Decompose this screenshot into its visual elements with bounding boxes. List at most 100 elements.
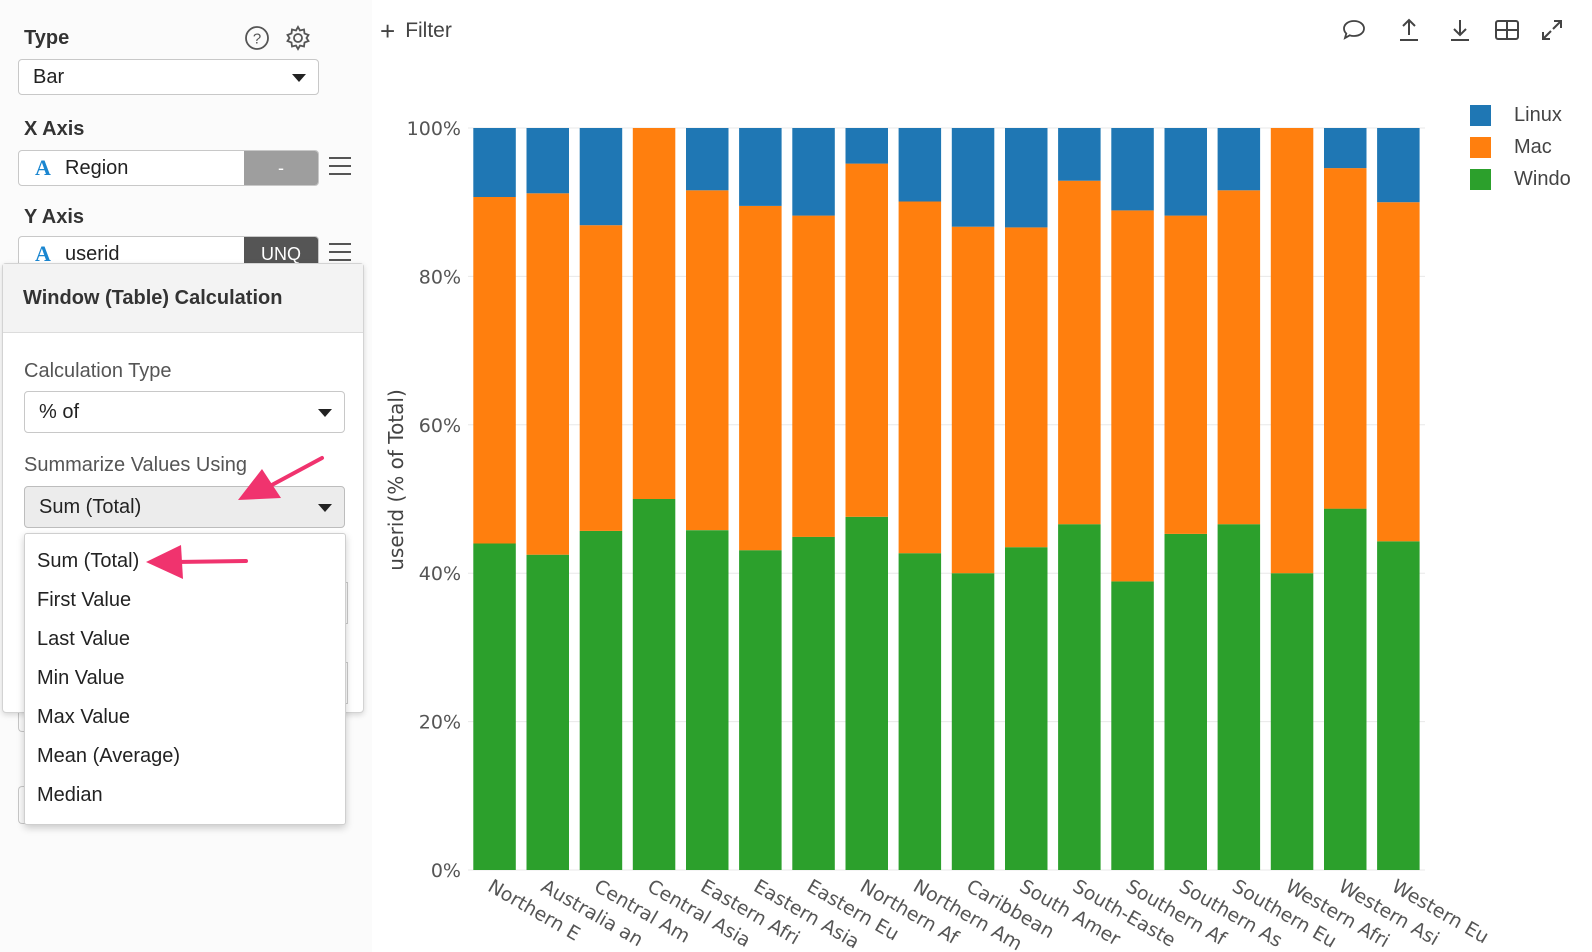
string-type-icon: A bbox=[35, 155, 51, 180]
filter-button[interactable]: + Filter bbox=[380, 18, 452, 44]
legend-swatch bbox=[1470, 169, 1491, 190]
chart-type-select[interactable]: Bar bbox=[18, 59, 319, 95]
bar-segment-windo[interactable] bbox=[632, 499, 676, 870]
annotation-arrow bbox=[146, 545, 248, 579]
legend-swatch bbox=[1470, 105, 1491, 126]
calculation-type-select[interactable]: % of bbox=[24, 391, 345, 433]
bar-segment-mac[interactable] bbox=[473, 197, 516, 544]
option-min-value[interactable]: Min Value bbox=[37, 667, 125, 689]
y-tick-label: 20% bbox=[419, 712, 461, 734]
string-type-icon: A bbox=[35, 241, 51, 266]
bar-segment-mac[interactable] bbox=[951, 226, 995, 574]
bar-segment-windo[interactable] bbox=[845, 516, 889, 870]
legend-item-windows[interactable]: Windo bbox=[1470, 168, 1571, 191]
bar-segment-linux[interactable] bbox=[579, 128, 623, 226]
help-icon[interactable]: ? bbox=[244, 25, 270, 51]
bar-segment-mac[interactable] bbox=[1005, 227, 1048, 548]
legend-item-linux[interactable]: Linux bbox=[1470, 104, 1562, 127]
bar-segment-mac[interactable] bbox=[686, 190, 729, 531]
bar-segment-mac[interactable] bbox=[1377, 202, 1420, 542]
expand-icon[interactable] bbox=[1538, 16, 1566, 44]
option-mean-average[interactable]: Mean (Average) bbox=[37, 745, 181, 767]
bar-segment-windo[interactable] bbox=[739, 550, 782, 870]
summarize-options-list: Sum (Total) First Value Last Value Min V… bbox=[24, 533, 346, 825]
bar-segment-mac[interactable] bbox=[1164, 215, 1208, 534]
bar-segment-linux[interactable] bbox=[1217, 128, 1261, 191]
bar-segment-mac[interactable] bbox=[792, 215, 835, 537]
option-max-value[interactable]: Max Value bbox=[37, 706, 131, 728]
bar-segment-windo[interactable] bbox=[1270, 573, 1314, 870]
legend-label: Mac bbox=[1514, 136, 1552, 158]
bar-segment-windo[interactable] bbox=[579, 530, 623, 870]
bar-segment-linux[interactable] bbox=[1377, 128, 1420, 203]
y-axis-title: userid (% of Total) bbox=[384, 389, 408, 571]
x-axis-aggregation-button[interactable]: - bbox=[244, 151, 318, 185]
bar-segment-mac[interactable] bbox=[1058, 180, 1101, 525]
type-label: Type bbox=[24, 27, 70, 49]
download-icon[interactable] bbox=[1446, 16, 1474, 44]
bar-segment-mac[interactable] bbox=[1270, 128, 1314, 574]
bar-segment-windo[interactable] bbox=[1377, 541, 1420, 870]
bar-segment-windo[interactable] bbox=[473, 543, 516, 871]
bar-segment-mac[interactable] bbox=[579, 225, 623, 531]
bar-segment-linux[interactable] bbox=[686, 128, 729, 191]
bar-segment-mac[interactable] bbox=[1217, 190, 1261, 525]
bar-segment-windo[interactable] bbox=[686, 530, 729, 870]
bar-segment-windo[interactable] bbox=[792, 536, 835, 870]
bar-segment-linux[interactable] bbox=[473, 128, 516, 197]
bar-segment-windo[interactable] bbox=[1005, 547, 1048, 870]
bar-segment-linux[interactable] bbox=[1058, 128, 1101, 181]
bar-segment-mac[interactable] bbox=[1324, 168, 1367, 509]
bar-segment-mac[interactable] bbox=[1111, 210, 1154, 582]
bar-segment-linux[interactable] bbox=[792, 128, 835, 216]
summarize-values-label: Summarize Values Using bbox=[24, 454, 248, 476]
bar-segment-mac[interactable] bbox=[898, 201, 942, 554]
bar-segment-windo[interactable] bbox=[1111, 581, 1154, 870]
y-tick-label: 0% bbox=[431, 860, 461, 882]
bar-segment-windo[interactable] bbox=[1324, 508, 1367, 870]
bar-segment-linux[interactable] bbox=[898, 128, 942, 202]
option-last-value[interactable]: Last Value bbox=[37, 628, 131, 650]
bar-segment-windo[interactable] bbox=[1164, 533, 1208, 870]
x-axis-field-name: Region bbox=[65, 156, 129, 179]
gear-icon[interactable] bbox=[284, 24, 312, 52]
option-first-value[interactable]: First Value bbox=[37, 589, 132, 611]
bar-segment-mac[interactable] bbox=[845, 163, 889, 517]
bar-segment-linux[interactable] bbox=[1164, 128, 1208, 216]
hamburger-icon[interactable] bbox=[329, 243, 351, 267]
option-median[interactable]: Median bbox=[37, 784, 103, 806]
option-sum-total[interactable]: Sum (Total) bbox=[37, 550, 140, 572]
bar-segment-windo[interactable] bbox=[898, 553, 942, 870]
bar-segment-linux[interactable] bbox=[739, 128, 782, 206]
bar-segment-mac[interactable] bbox=[739, 205, 782, 551]
chevron-down-icon bbox=[318, 504, 332, 512]
bar-segment-windo[interactable] bbox=[1058, 524, 1101, 870]
chart-type-value: Bar bbox=[33, 65, 65, 88]
bar-segment-linux[interactable] bbox=[526, 128, 570, 194]
hamburger-icon[interactable] bbox=[329, 157, 351, 181]
y-tick-label: 40% bbox=[419, 563, 461, 585]
bar-segment-linux[interactable] bbox=[1324, 128, 1367, 169]
bar-segment-mac[interactable] bbox=[632, 128, 676, 499]
bar-segment-linux[interactable] bbox=[951, 128, 995, 227]
x-axis-label: X Axis bbox=[24, 118, 85, 140]
summarize-values-select[interactable]: Sum (Total) bbox=[24, 486, 345, 528]
bar-segment-linux[interactable] bbox=[845, 128, 889, 164]
chevron-down-icon bbox=[318, 409, 332, 417]
legend-label: Windo bbox=[1514, 168, 1571, 190]
bar-segment-linux[interactable] bbox=[1111, 128, 1154, 211]
bar-segment-windo[interactable] bbox=[1217, 524, 1261, 870]
y-tick-label: 100% bbox=[407, 118, 461, 140]
calculation-type-value: % of bbox=[39, 400, 80, 423]
table-icon[interactable] bbox=[1493, 16, 1521, 44]
upload-icon[interactable] bbox=[1395, 16, 1423, 44]
legend-item-mac[interactable]: Mac bbox=[1470, 136, 1552, 159]
bar-segment-linux[interactable] bbox=[1005, 128, 1048, 228]
hidden-field-edge bbox=[18, 786, 27, 824]
x-axis-field[interactable]: A Region - bbox=[18, 150, 319, 186]
bar-segment-windo[interactable] bbox=[526, 554, 570, 870]
legend-label: Linux bbox=[1514, 104, 1562, 126]
bar-segment-mac[interactable] bbox=[526, 193, 570, 555]
bar-segment-windo[interactable] bbox=[951, 573, 995, 870]
comment-icon[interactable] bbox=[1340, 16, 1368, 44]
